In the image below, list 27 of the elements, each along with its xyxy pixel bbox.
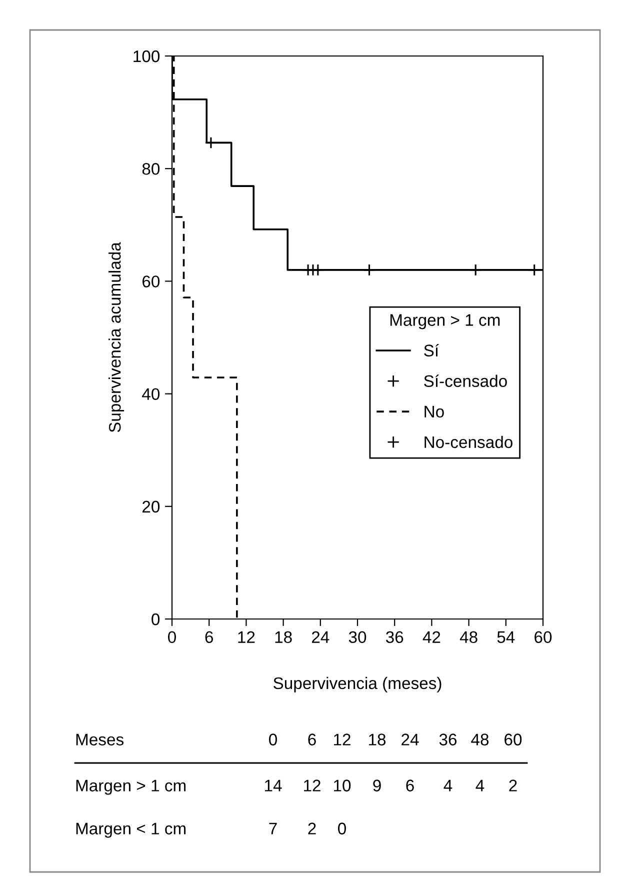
- x-tick-label: 12: [238, 631, 255, 643]
- x-tick-label: 60: [534, 631, 552, 644]
- x-tick-label: 42: [422, 631, 440, 643]
- y-tick-label: 40: [142, 388, 160, 400]
- y-tick-label: 60: [142, 276, 160, 288]
- legend-title: Margen > 1 cm: [390, 314, 500, 330]
- y-tick-label: 100: [134, 50, 160, 62]
- y-tick-label: 0: [152, 613, 160, 626]
- x-tick-label: 6: [205, 631, 213, 644]
- y-axis-title: Supervivencia acumulada: [108, 242, 124, 432]
- text: Margen > 1 cm 14 12 10 9 6 4 4 2: [76, 780, 517, 795]
- x-tick-label: 18: [275, 631, 292, 644]
- x-tick-label: 54: [497, 631, 515, 644]
- x-tick-label: 24: [312, 631, 330, 643]
- legend-label: No: [424, 406, 444, 418]
- x-tick-label: 48: [460, 631, 478, 644]
- y-tick-label: 20: [142, 500, 160, 513]
- text: Meses 0 6 12 18 24 36 48 60: [76, 734, 522, 746]
- y-tick-label: 80: [142, 163, 160, 175]
- legend-label: Sí: [424, 344, 439, 356]
- legend-label: Sí-censado: [424, 374, 507, 388]
- x-tick-label: 30: [348, 631, 366, 644]
- legend-label: No-censado: [424, 436, 512, 448]
- text: Margen < 1 cm 7 2 0: [76, 822, 346, 838]
- x-tick-label: 36: [386, 631, 404, 644]
- x-tick-label: 0: [168, 631, 176, 644]
- x-axis-title: Supervivencia (meses): [274, 676, 442, 692]
